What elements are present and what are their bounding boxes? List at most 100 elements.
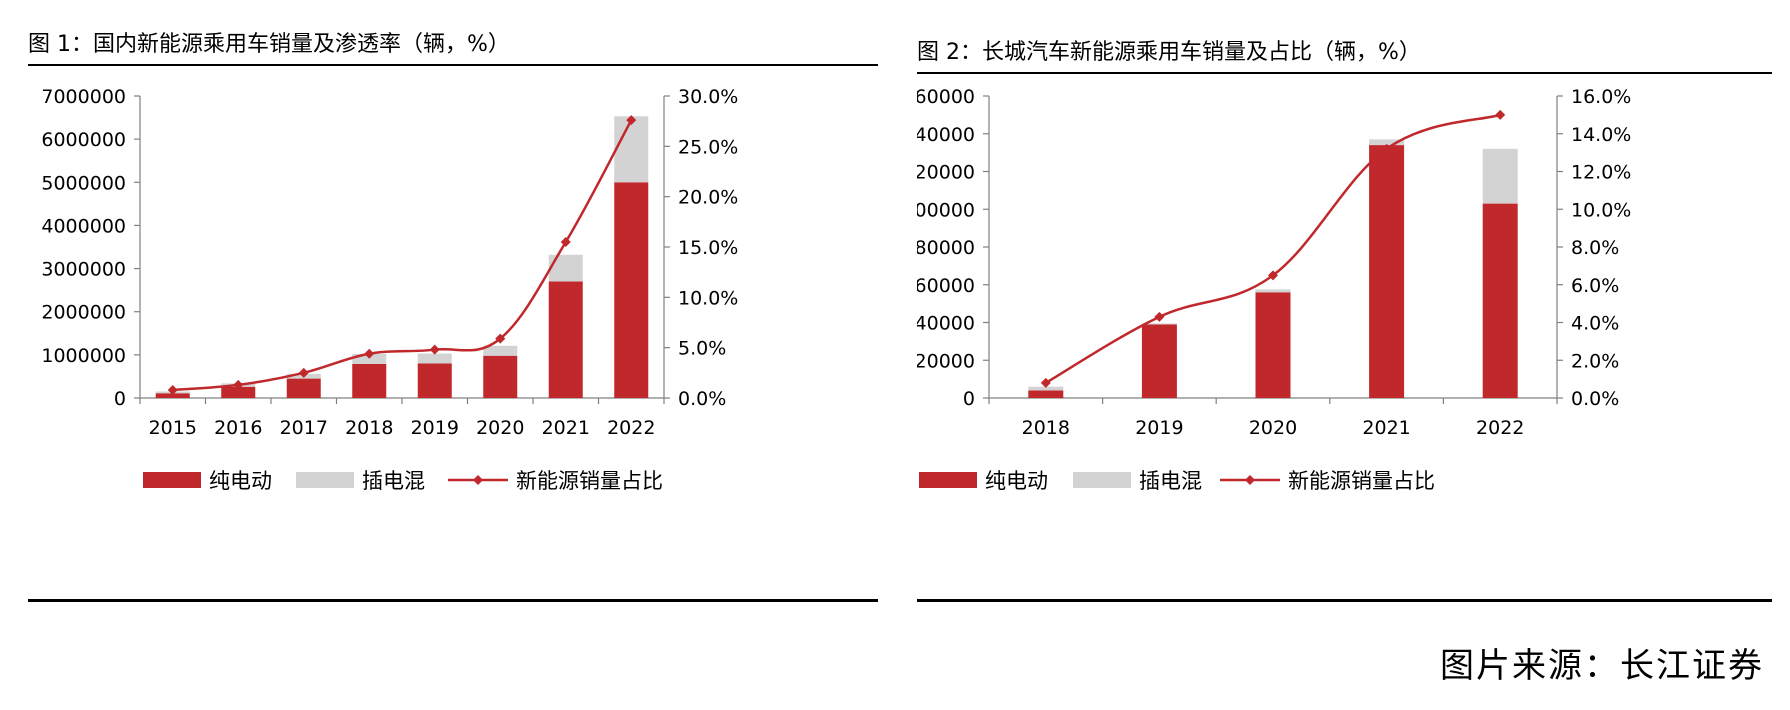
y-right-tick-label: 8.0% bbox=[1571, 237, 1619, 259]
chart-1-svg: 0 1000000 2000000 3000000 4000000 5000000 6000… bbox=[41, 86, 738, 493]
legend-swatch-bev bbox=[919, 472, 977, 488]
y-left-tick-label: 1000000 bbox=[41, 345, 126, 367]
y-right-tick-label: 20.0% bbox=[678, 187, 738, 209]
x-tick-label: 2020 bbox=[1249, 417, 1297, 439]
bar-phev-2021 bbox=[1369, 139, 1405, 146]
share-marker-2018 bbox=[1040, 377, 1051, 388]
legend-label-phev: 插电混 bbox=[362, 469, 425, 493]
y-left-tick-label: 40000 bbox=[917, 313, 975, 335]
bar-phev-2020 bbox=[1255, 289, 1291, 293]
bar-bev-2021 bbox=[1369, 145, 1405, 398]
y-right-tick-label: 0.0% bbox=[678, 388, 726, 410]
bar-bev-2018 bbox=[1028, 390, 1064, 398]
y-left-tick-label: 6000000 bbox=[41, 129, 126, 151]
x-tick-label: 2021 bbox=[542, 417, 590, 439]
y-right-tick-label: 14.0% bbox=[1571, 124, 1631, 146]
y-left-tick-label: 5000000 bbox=[41, 172, 126, 194]
share-marker-2017 bbox=[298, 367, 309, 378]
share-marker-2016 bbox=[233, 379, 244, 390]
bar-phev-2018 bbox=[1028, 386, 1064, 391]
title-rule bbox=[917, 72, 1772, 74]
bar-bev-2019 bbox=[1141, 324, 1177, 398]
y-left-tick-label: 4000000 bbox=[41, 215, 126, 237]
share-marker-2015 bbox=[167, 384, 178, 395]
legend-label-phev: 插电混 bbox=[1139, 469, 1202, 493]
y-left-tick-label: 3000000 bbox=[41, 259, 126, 281]
x-tick-label: 2015 bbox=[149, 417, 197, 439]
x-tick-label: 2022 bbox=[1476, 417, 1524, 439]
y-left-tick-label: 60000 bbox=[917, 275, 975, 297]
y-right-tick-label: 30.0% bbox=[678, 86, 738, 108]
y-right-tick-label: 6.0% bbox=[1571, 275, 1619, 297]
bottom-rule bbox=[917, 599, 1772, 602]
share-marker-2020 bbox=[1268, 270, 1278, 281]
source-note: 图片来源：长江证券 bbox=[1440, 646, 1764, 686]
share-marker-2021 bbox=[1381, 143, 1392, 154]
y-left-tick-label: 80000 bbox=[917, 237, 975, 259]
bar-bev-2022 bbox=[1482, 203, 1518, 398]
y-left-tick-label: 160000 bbox=[917, 86, 975, 108]
bar-bev-2020 bbox=[483, 355, 518, 398]
y-right-tick-label: 12.0% bbox=[1571, 162, 1631, 184]
bar-phev-2022 bbox=[1482, 148, 1518, 204]
y-left-tick-label: 7000000 bbox=[41, 86, 126, 108]
y-left-tick-label: 120000 bbox=[917, 162, 975, 184]
y-right-tick-label: 25.0% bbox=[678, 136, 738, 158]
bar-phev-2022 bbox=[614, 116, 649, 183]
chart-title: 图 1：国内新能源乘用车销量及渗透率（辆，%） bbox=[28, 32, 510, 57]
y-right-tick-label: 16.0% bbox=[1571, 86, 1631, 108]
share-marker-2019 bbox=[429, 344, 440, 355]
chart-title: 图 2：长城汽车新能源乘用车销量及占比（辆，%） bbox=[917, 40, 1421, 65]
share-marker-2021 bbox=[560, 236, 571, 247]
x-tick-label: 2022 bbox=[607, 417, 655, 439]
x-tick-label: 2020 bbox=[476, 417, 524, 439]
legend-label-bev: 纯电动 bbox=[209, 469, 272, 493]
legend-label-share: 新能源销量占比 bbox=[1288, 469, 1435, 493]
share-marker-2022 bbox=[626, 115, 637, 126]
bar-bev-2019 bbox=[417, 363, 452, 398]
bar-phev-2018 bbox=[352, 353, 387, 364]
share-marker-2018 bbox=[364, 348, 375, 359]
legend-swatch-phev bbox=[296, 472, 354, 488]
share-marker-2022 bbox=[1495, 109, 1506, 120]
legend-marker-share bbox=[1245, 475, 1255, 485]
y-right-tick-label: 5.0% bbox=[678, 338, 726, 360]
y-right-tick-label: 15.0% bbox=[678, 237, 738, 259]
x-tick-label: 2018 bbox=[1022, 417, 1070, 439]
x-tick-label: 2021 bbox=[1362, 417, 1410, 439]
bar-phev-2019 bbox=[417, 353, 452, 364]
y-left-tick-label: 100000 bbox=[917, 199, 975, 221]
bar-bev-2015 bbox=[155, 393, 190, 398]
bar-bev-2020 bbox=[1255, 292, 1291, 398]
legend-swatch-bev bbox=[143, 472, 201, 488]
y-left-tick-label: 0 bbox=[114, 388, 126, 410]
bar-bev-2016 bbox=[221, 386, 256, 398]
bar-bev-2018 bbox=[352, 363, 387, 398]
y-left-tick-label: 140000 bbox=[917, 124, 975, 146]
x-tick-label: 2019 bbox=[1135, 417, 1183, 439]
chart-panel-1: 图 1：国内新能源乘用车销量及渗透率（辆，%） 0 1000000 2000000 3… bbox=[28, 0, 878, 620]
y-right-tick-label: 10.0% bbox=[678, 287, 738, 309]
chart-2-svg: 0 20000 40000 60000 80000 100000 120000 140000 1… bbox=[917, 86, 1631, 493]
title-rule bbox=[28, 64, 878, 66]
bar-phev-2021 bbox=[548, 254, 583, 282]
x-tick-label: 2016 bbox=[214, 417, 262, 439]
y-left-tick-label: 0 bbox=[963, 388, 975, 410]
share-marker-2019 bbox=[1154, 311, 1165, 322]
legend-label-share: 新能源销量占比 bbox=[516, 469, 663, 493]
y-right-tick-label: 10.0% bbox=[1571, 199, 1631, 221]
y-left-tick-label: 2000000 bbox=[41, 302, 126, 324]
x-tick-label: 2018 bbox=[345, 417, 393, 439]
bar-bev-2017 bbox=[286, 378, 321, 398]
bar-phev-2019 bbox=[1141, 323, 1177, 325]
x-tick-label: 2019 bbox=[411, 417, 459, 439]
legend-swatch-phev bbox=[1073, 472, 1131, 488]
bar-phev-2020 bbox=[483, 345, 518, 356]
y-right-tick-label: 4.0% bbox=[1571, 313, 1619, 335]
y-left-tick-label: 20000 bbox=[917, 350, 975, 372]
chart-panel-2: 图 2：长城汽车新能源乘用车销量及占比（辆，%） 0 20000 40000 6000… bbox=[917, 0, 1772, 620]
legend-marker-share bbox=[473, 475, 483, 485]
bottom-rule bbox=[28, 599, 878, 602]
legend-label-bev: 纯电动 bbox=[985, 469, 1048, 493]
y-right-tick-label: 0.0% bbox=[1571, 388, 1619, 410]
